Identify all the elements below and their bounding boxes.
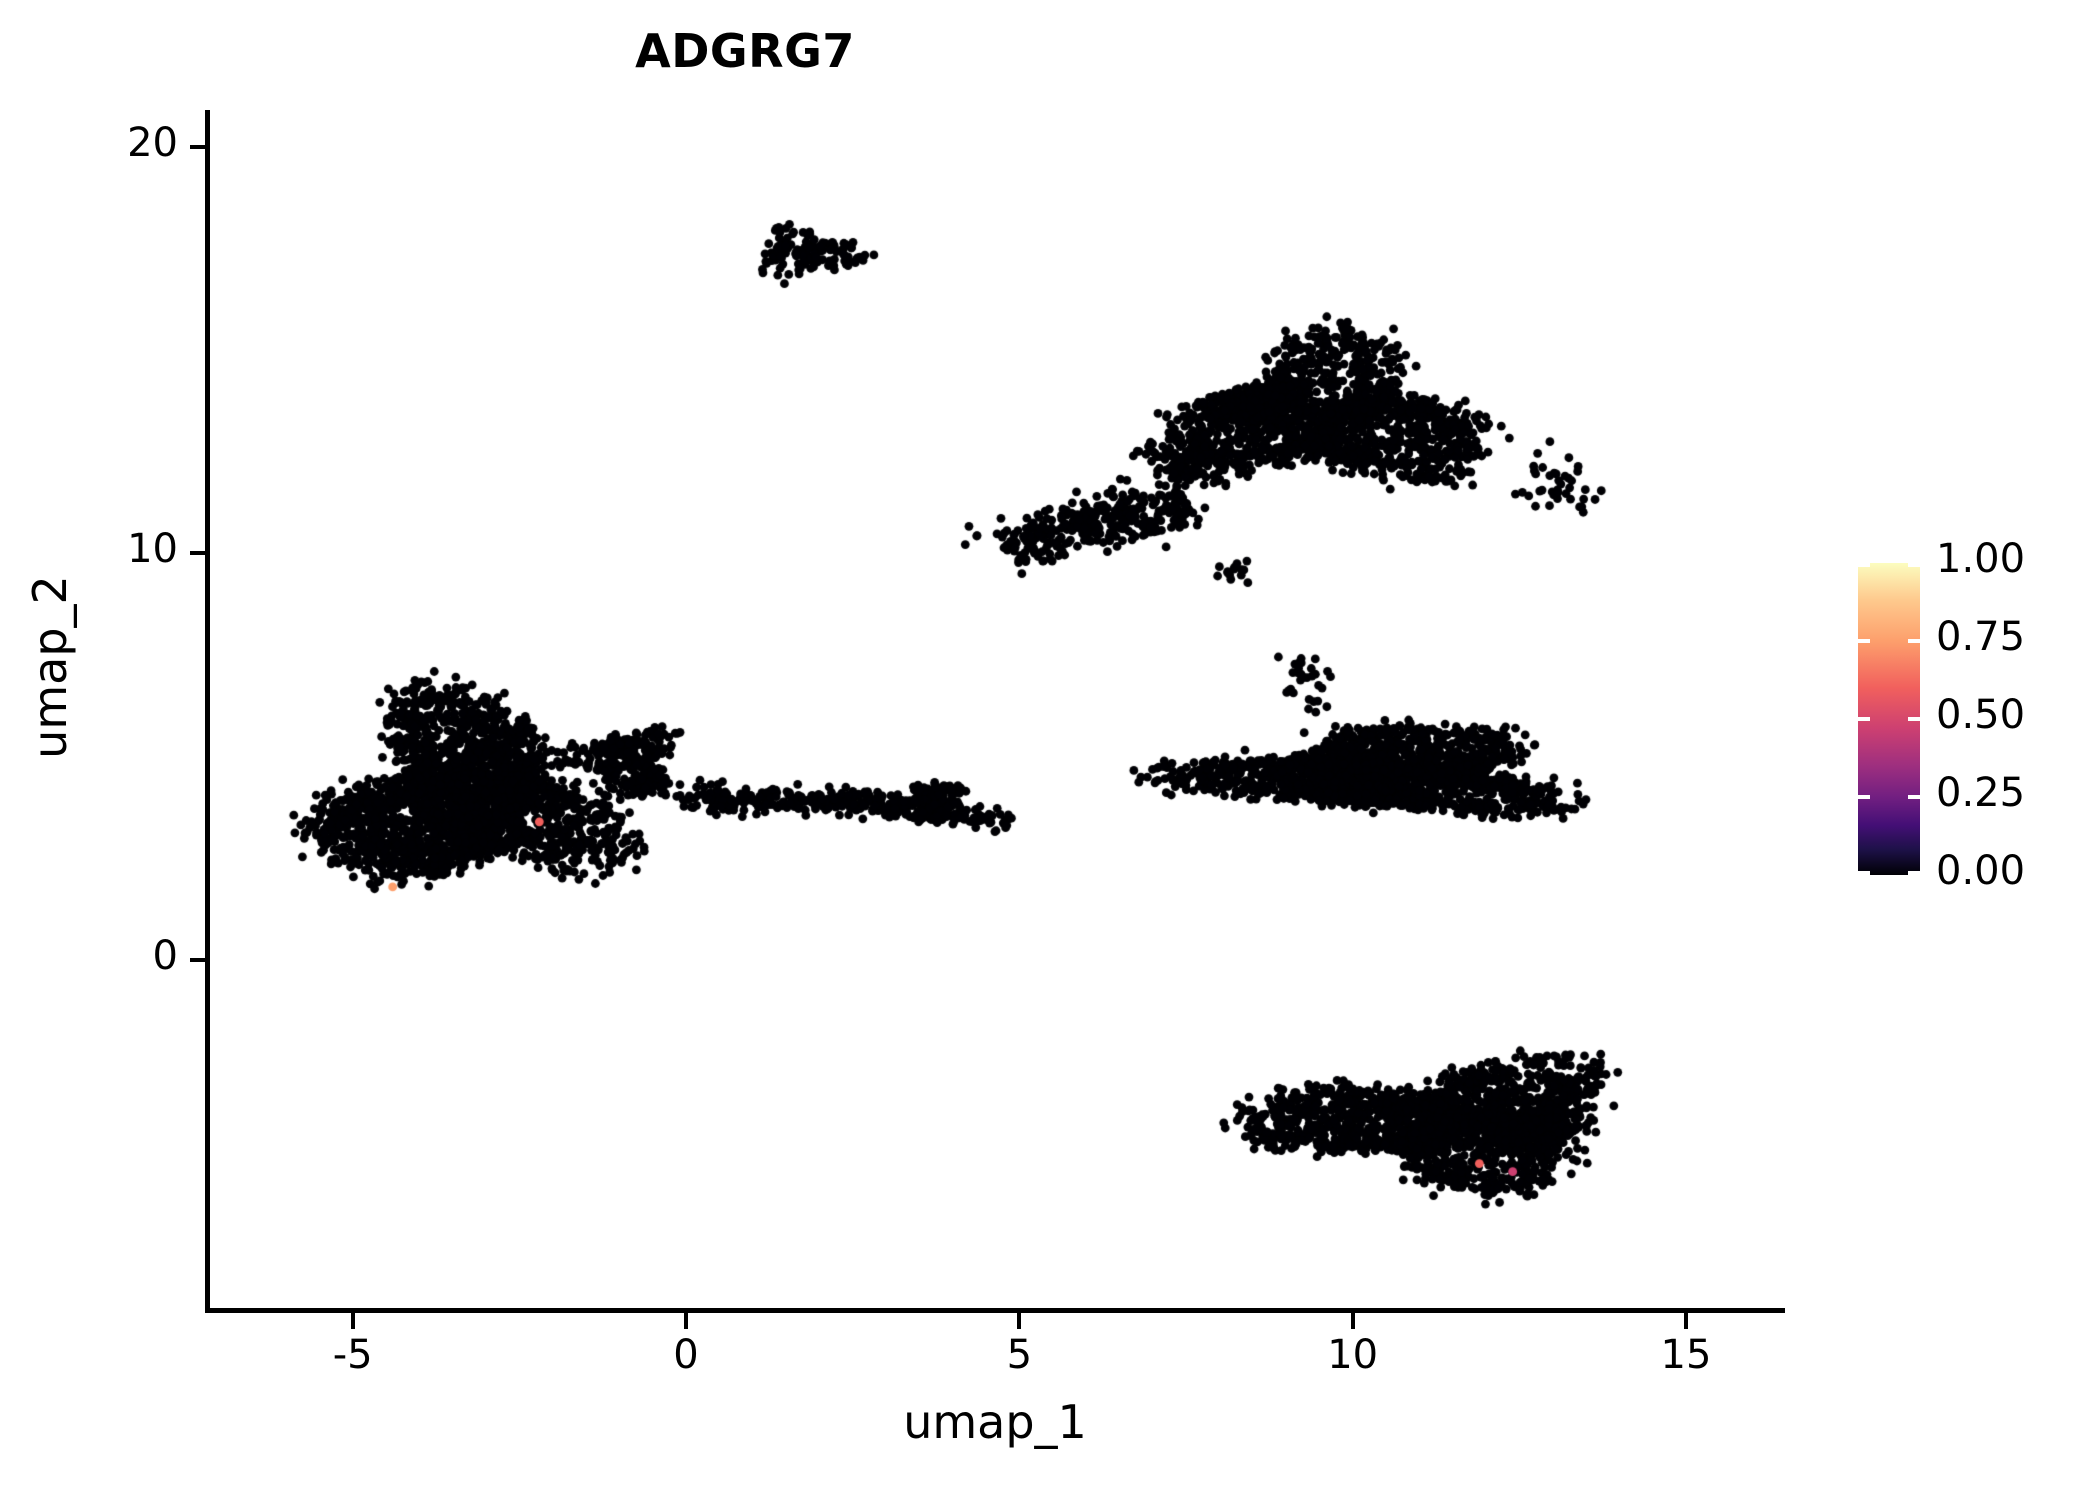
x-tick-label: 15 xyxy=(1660,1332,1712,1378)
colorbar-tick-mark xyxy=(1858,795,1870,799)
scatter-points-layer xyxy=(206,110,1786,1310)
y-axis-label: umap_2 xyxy=(23,575,77,759)
colorbar-tick-label: 1.00 xyxy=(1936,536,2026,582)
colorbar-tick-mark xyxy=(1858,871,1870,875)
x-tick-label: 10 xyxy=(1327,1332,1379,1378)
x-tick-label: -5 xyxy=(332,1332,373,1378)
x-tick-mark xyxy=(350,1313,355,1329)
x-tick-label: 5 xyxy=(1006,1332,1033,1378)
colorbar-tick-label: 0.50 xyxy=(1936,692,2026,738)
y-tick-label: 20 xyxy=(127,119,178,166)
x-tick-mark xyxy=(1684,1313,1688,1329)
colorbar-tick-mark xyxy=(1908,795,1920,799)
x-tick-mark xyxy=(684,1313,688,1329)
colorbar-tick-mark xyxy=(1908,563,1920,567)
colorbar-tick-mark xyxy=(1908,717,1920,721)
umap-scatter-canvas xyxy=(206,110,1786,1310)
x-axis-label: umap_1 xyxy=(903,1395,1087,1449)
page-title: ADGRG7 xyxy=(635,24,855,78)
colorbar-tick-mark xyxy=(1908,871,1920,875)
colorbar-tick-mark xyxy=(1858,717,1870,721)
x-axis-spine xyxy=(205,1308,1785,1313)
colorbar-tick-label: 0.00 xyxy=(1936,848,2026,894)
x-tick-mark xyxy=(1350,1313,1355,1329)
colorbar-tick-mark xyxy=(1858,563,1870,567)
colorbar-tick-label: 0.25 xyxy=(1936,770,2026,816)
y-tick-mark xyxy=(190,144,206,149)
x-tick-mark xyxy=(1017,1313,1022,1329)
y-tick-label: 0 xyxy=(152,933,178,980)
x-tick-label: 0 xyxy=(673,1332,699,1378)
y-tick-mark xyxy=(190,551,206,556)
y-tick-mark xyxy=(190,958,206,963)
colorbar: 1.00 0.75 0.50 0.25 0.00 xyxy=(1858,536,2078,894)
colorbar-tick-mark xyxy=(1908,639,1920,643)
y-tick-label: 10 xyxy=(127,526,178,573)
colorbar-tick-label: 0.75 xyxy=(1936,614,2026,660)
colorbar-tick-mark xyxy=(1858,639,1870,643)
